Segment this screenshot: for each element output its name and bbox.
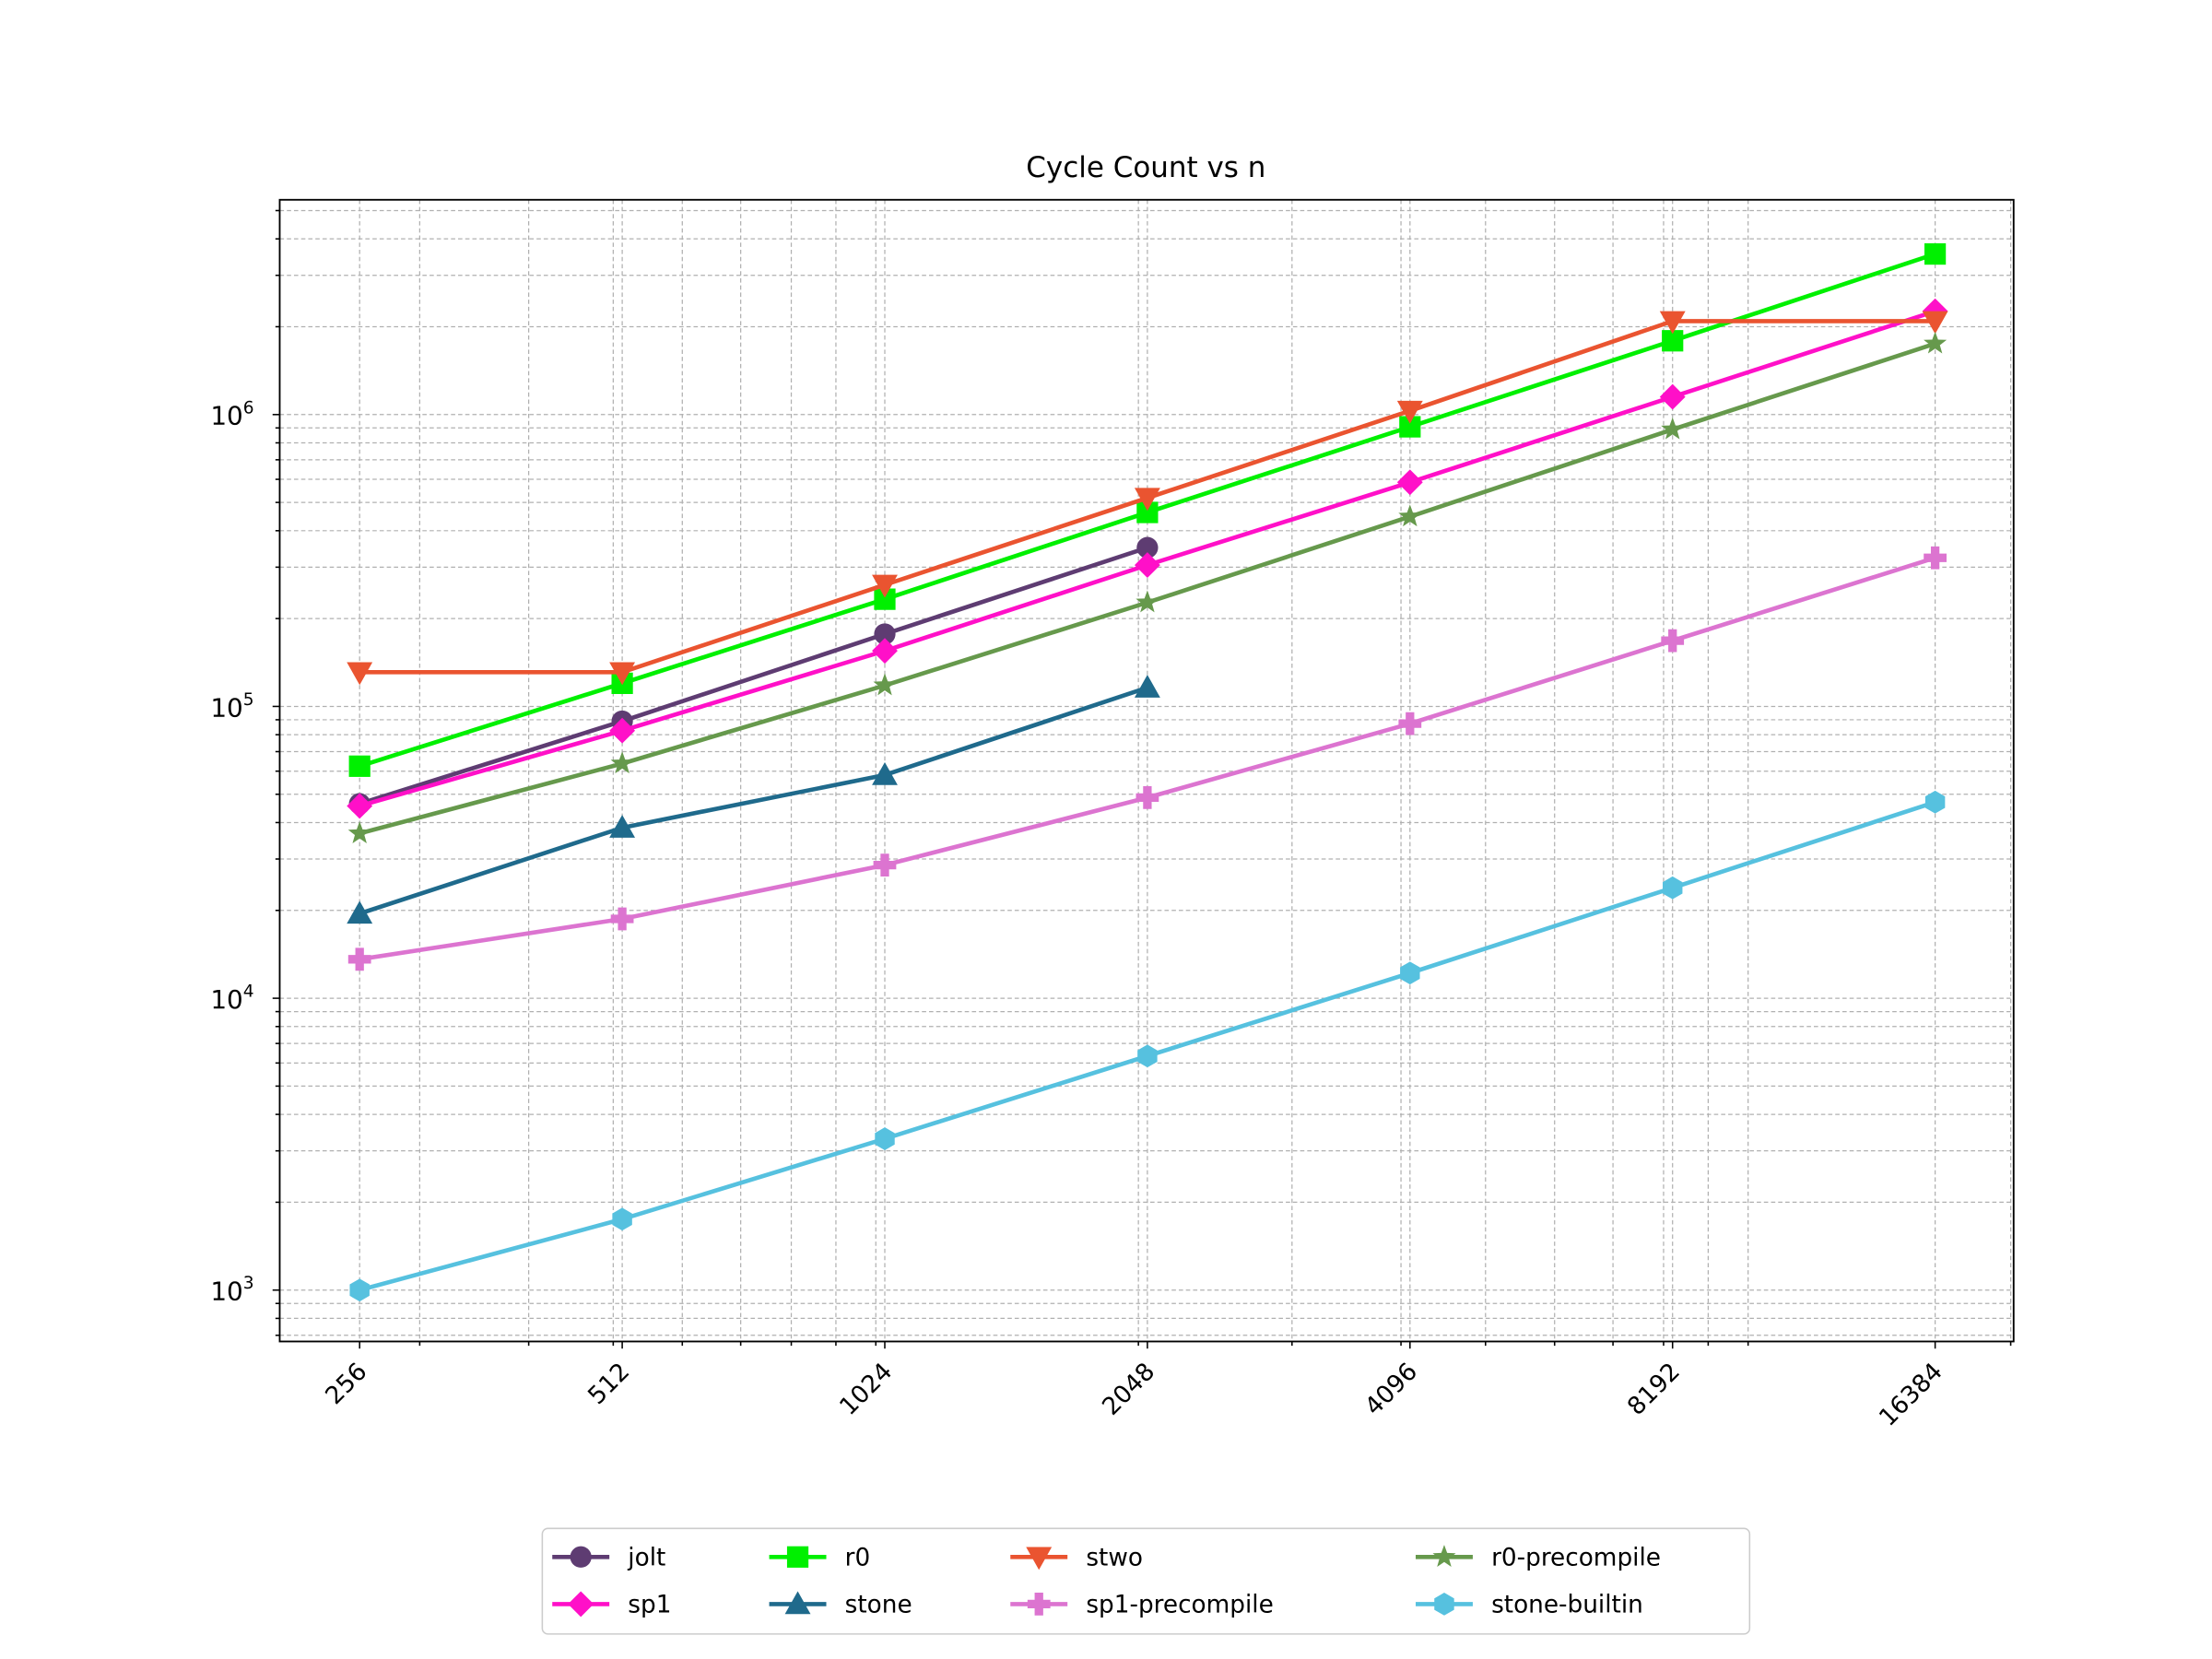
legend-label: stwo xyxy=(1086,1545,1143,1572)
x-tick-label: 8192 xyxy=(1622,1358,1686,1421)
legend-item-r0-precompile: r0-precompile xyxy=(1416,1545,1661,1572)
legend-item-sp1: sp1 xyxy=(552,1591,671,1619)
data-point xyxy=(610,907,634,931)
x-tick-label: 1024 xyxy=(835,1358,899,1421)
data-point xyxy=(612,1207,632,1231)
x-tick-label: 4096 xyxy=(1359,1358,1423,1421)
data-point xyxy=(872,638,898,665)
grid xyxy=(279,199,2014,1342)
data-point xyxy=(610,751,634,774)
data-point xyxy=(1136,501,1159,524)
data-point xyxy=(873,673,897,696)
data-point xyxy=(874,623,896,645)
data-point xyxy=(1400,961,1420,985)
data-point xyxy=(1662,330,1684,352)
legend-marker xyxy=(1434,1593,1454,1616)
data-point xyxy=(1134,488,1160,512)
legend-label: stone-builtin xyxy=(1491,1592,1643,1619)
data-point xyxy=(347,947,371,971)
data-point xyxy=(1136,536,1159,559)
data-point xyxy=(1924,331,1947,354)
data-point xyxy=(1398,504,1422,527)
data-point xyxy=(1134,552,1160,579)
data-point xyxy=(1396,400,1423,424)
legend-marker xyxy=(1432,1545,1456,1567)
data-point xyxy=(1659,311,1686,335)
data-point xyxy=(872,761,898,785)
x-tick-label: 2048 xyxy=(1098,1358,1161,1421)
legend-marker xyxy=(1027,1593,1051,1616)
legend-marker xyxy=(570,1546,592,1568)
data-point xyxy=(1922,311,1948,335)
series-line xyxy=(359,545,1148,806)
data-point xyxy=(1924,546,1947,570)
legend-item-jolt: jolt xyxy=(552,1545,665,1572)
data-point xyxy=(873,853,897,877)
data-point xyxy=(349,1278,370,1302)
y-tick-label: 103 xyxy=(210,1274,253,1306)
legend-label: r0-precompile xyxy=(1491,1545,1661,1572)
data-point xyxy=(1135,786,1159,809)
y-tick-label: 105 xyxy=(210,690,253,723)
data-point xyxy=(1924,790,1946,814)
data-point xyxy=(1661,629,1685,653)
data-point xyxy=(348,755,371,777)
x-tick-label: 256 xyxy=(321,1358,373,1410)
data-point xyxy=(1399,416,1421,438)
series-stwo xyxy=(347,311,1948,686)
chart-title: Cycle Count vs n xyxy=(1026,151,1265,184)
legend: jolt sp1 r0 stone stwo sp1-precompile r0-preco… xyxy=(541,1527,1751,1635)
data-point xyxy=(1662,876,1683,900)
legend-label: jolt xyxy=(627,1545,665,1572)
data-point xyxy=(1398,712,1422,735)
data-point xyxy=(347,662,373,686)
data-point xyxy=(609,662,636,686)
x-tick-label: 16384 xyxy=(1874,1358,1947,1431)
data-point xyxy=(874,588,896,610)
data-point xyxy=(609,815,636,838)
data-point xyxy=(347,821,371,843)
data-point xyxy=(875,1127,895,1150)
y-tick-label: 106 xyxy=(210,398,253,430)
legend-item-r0: r0 xyxy=(769,1545,871,1572)
legend-item-stone-builtin: stone-builtin xyxy=(1416,1592,1643,1619)
y-tick-label: 104 xyxy=(210,982,253,1015)
data-point xyxy=(347,793,373,819)
legend-item-stwo: stwo xyxy=(1010,1545,1143,1572)
data-point xyxy=(1659,383,1686,410)
x-tick-label: 512 xyxy=(583,1358,636,1410)
data-point xyxy=(347,900,373,924)
series-sp1-precompile xyxy=(347,546,1947,971)
legend-label: stone xyxy=(845,1592,912,1619)
data-point xyxy=(1134,675,1160,698)
series-r0-precompile xyxy=(347,331,1947,843)
legend-marker xyxy=(568,1591,594,1618)
data-point xyxy=(872,574,898,598)
legend-marker xyxy=(786,1546,809,1568)
legend-label: sp1 xyxy=(628,1592,671,1619)
legend-label: r0 xyxy=(845,1545,871,1572)
data-point xyxy=(1661,417,1685,440)
legend-marker xyxy=(784,1591,811,1615)
data-point xyxy=(1137,1044,1158,1068)
series-line xyxy=(359,685,1148,916)
legend-marker xyxy=(1026,1547,1053,1571)
data-point xyxy=(1135,590,1159,613)
legend-item-sp1-precompile: sp1-precompile xyxy=(1010,1592,1274,1619)
legend-label: sp1-precompile xyxy=(1086,1592,1274,1619)
series-stone-builtin xyxy=(349,790,1946,1302)
axis-ticks: 256 512 1024 2048 4096 8192 16384 103 104 105 106 xyxy=(210,209,2012,1432)
data-point xyxy=(1924,242,1947,265)
legend-item-stone: stone xyxy=(769,1591,912,1619)
series-stone xyxy=(347,675,1160,924)
series-lines xyxy=(347,242,1948,1302)
